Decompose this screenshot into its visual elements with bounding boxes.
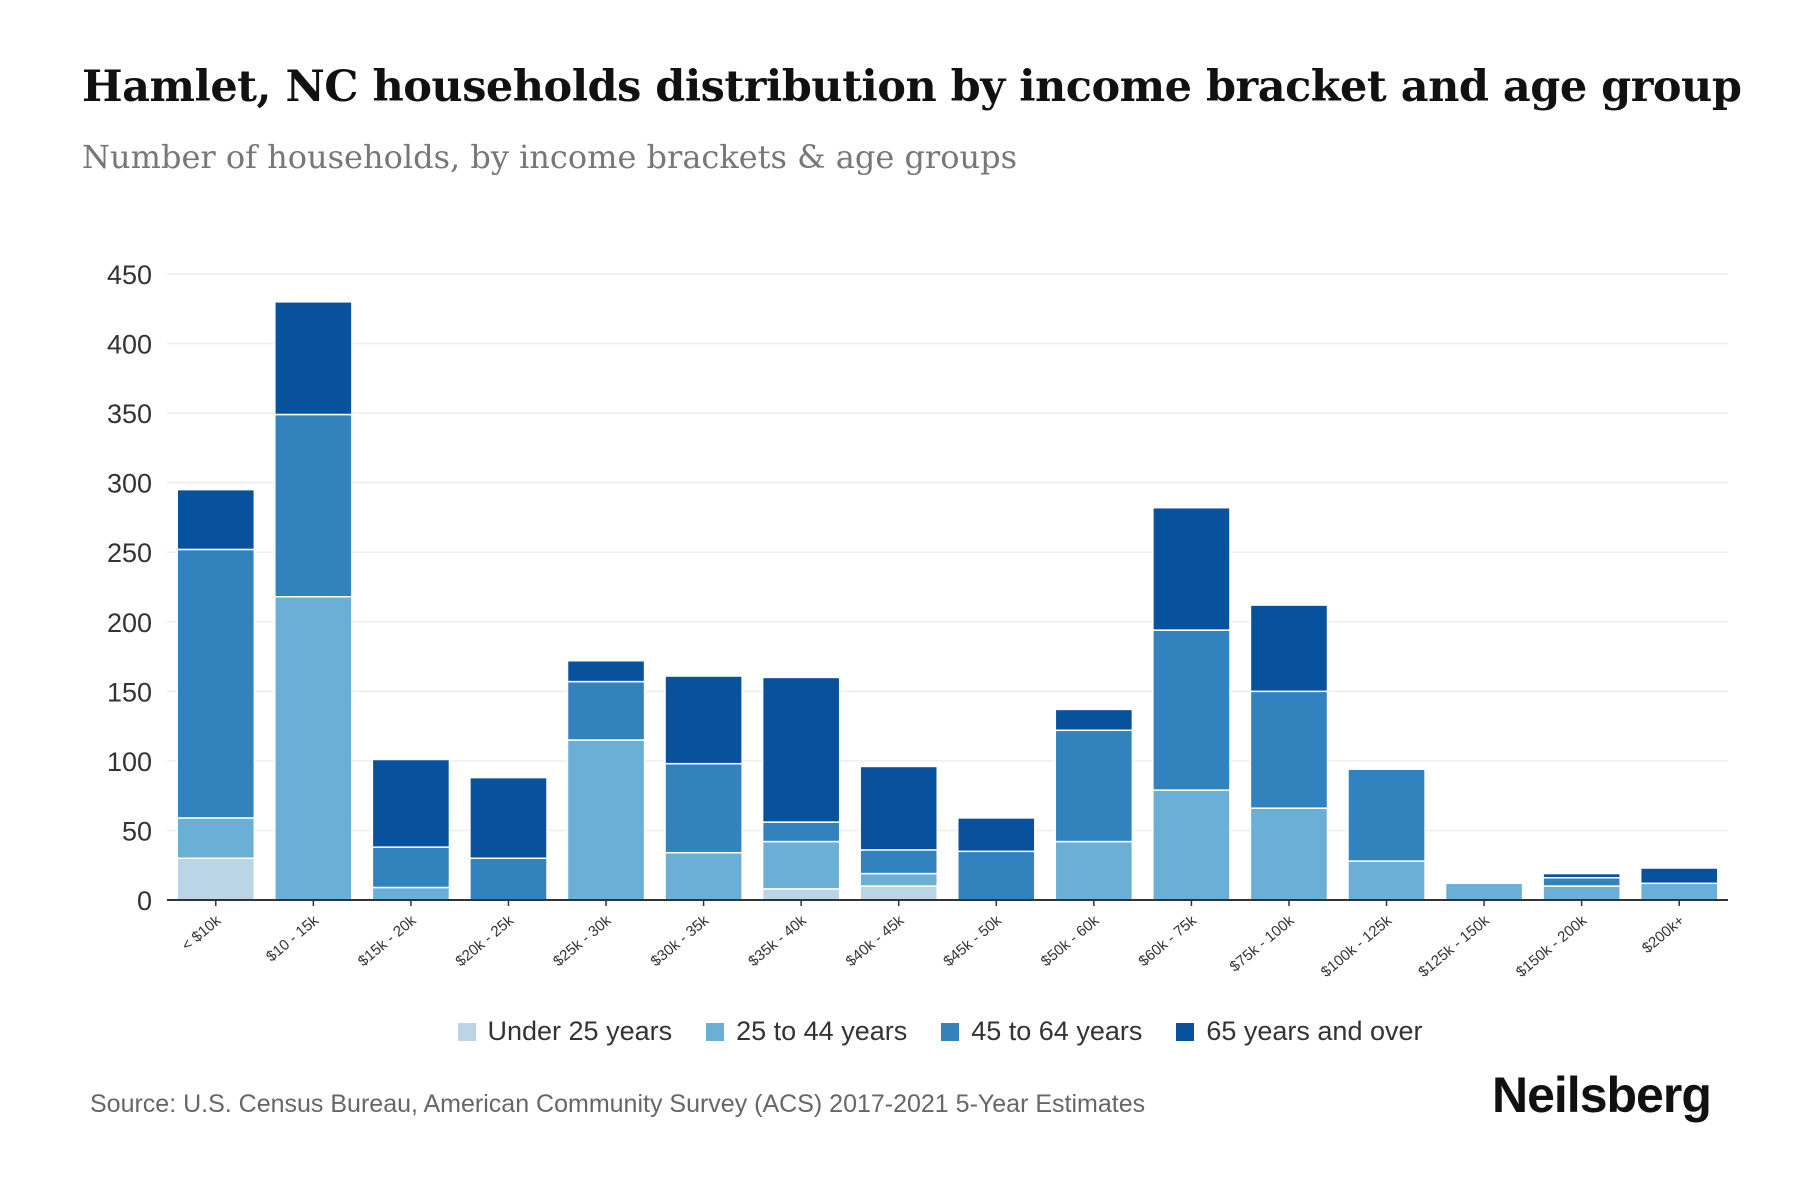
bar-segment-under-25-years xyxy=(761,888,841,901)
bar-segment-25-to-44-years xyxy=(664,851,743,901)
x-tick-label: $50k - 60k xyxy=(1038,912,1103,970)
y-tick-label: 0 xyxy=(137,886,152,916)
bar-segment-25-to-44-years xyxy=(176,817,256,860)
x-tick-label: $200k+ xyxy=(1639,912,1688,957)
x-tick-label: $20k - 25k xyxy=(452,912,517,970)
bar-segment-45-to-64-years xyxy=(761,821,841,843)
bar-segment-25-to-44-years xyxy=(1639,882,1719,901)
legend-item: 45 to 64 years xyxy=(941,1016,1142,1047)
bar-segment-25-to-44-years xyxy=(1347,860,1426,901)
bar-segment-45-to-64-years xyxy=(664,762,743,854)
legend-label: Under 25 years xyxy=(487,1016,673,1046)
bar-segment-65-years-and-over xyxy=(1054,708,1134,732)
y-tick-label: 300 xyxy=(107,469,152,499)
x-tick-label: $25k - 30k xyxy=(550,912,615,970)
legend-item: 25 to 44 years xyxy=(706,1016,907,1047)
x-tick-label: $150k - 200k xyxy=(1513,912,1591,981)
source-note: Source: U.S. Census Bureau, American Com… xyxy=(90,1090,1146,1118)
bar-segment-25-to-44-years xyxy=(1542,885,1621,901)
y-tick-label: 250 xyxy=(107,538,152,568)
legend-item: 65 years and over xyxy=(1176,1016,1423,1047)
bar-segment-65-years-and-over xyxy=(859,765,939,851)
bar-segment-65-years-and-over xyxy=(1542,872,1621,879)
x-tick-label: $125k - 150k xyxy=(1415,912,1493,981)
bar-segment-45-to-64-years xyxy=(274,413,353,598)
legend-label: 25 to 44 years xyxy=(736,1016,908,1046)
y-tick-label: 100 xyxy=(107,747,152,777)
neilsberg-logo: Neilsberg xyxy=(1492,1067,1712,1123)
bar-segment-25-to-44-years xyxy=(1249,807,1329,901)
x-tick-label: $35k - 40k xyxy=(745,912,810,970)
bar-segment-45-to-64-years xyxy=(1152,629,1231,791)
bar-segment-25-to-44-years xyxy=(1152,789,1231,901)
legend: Under 25 years 25 to 44 years 45 to 64 yea… xyxy=(0,1016,1800,1047)
bar-segment-under-25-years xyxy=(859,885,939,901)
y-tick-label: 200 xyxy=(107,608,152,638)
bar-segment-25-to-44-years xyxy=(274,595,353,901)
legend-swatch xyxy=(941,1022,960,1041)
bar-segment-65-years-and-over xyxy=(956,817,1036,853)
bar-segment-45-to-64-years xyxy=(371,846,451,889)
bar-segment-25-to-44-years xyxy=(1444,882,1524,901)
x-tick-label: $30k - 35k xyxy=(648,912,713,970)
legend-label: 45 to 64 years xyxy=(971,1016,1143,1046)
bar-segment-45-to-64-years xyxy=(956,850,1036,901)
bar-segment-under-25-years xyxy=(176,857,256,901)
bar-segment-65-years-and-over xyxy=(1249,604,1329,693)
y-tick-label: 400 xyxy=(107,330,152,360)
legend-swatch xyxy=(706,1022,725,1041)
y-tick-label: 350 xyxy=(107,399,152,429)
bar-segment-65-years-and-over xyxy=(1639,867,1719,885)
y-tick-label: 150 xyxy=(107,677,152,707)
x-tick-label: $75k - 100k xyxy=(1227,912,1298,976)
x-tick-label: $15k - 20k xyxy=(355,912,420,970)
x-tick-label: < $10k xyxy=(179,912,225,955)
x-tick-label: $40k - 45k xyxy=(843,912,908,970)
bar-segment-65-years-and-over xyxy=(469,776,548,860)
bar-segment-65-years-and-over xyxy=(664,675,743,765)
bar-segment-65-years-and-over xyxy=(274,301,353,416)
bar-segment-45-to-64-years xyxy=(566,680,646,741)
x-tick-label: $45k - 50k xyxy=(940,912,1005,970)
bar-segment-25-to-44-years xyxy=(371,886,451,901)
bar-segment-25-to-44-years xyxy=(761,840,841,890)
bar-segment-65-years-and-over xyxy=(371,758,451,848)
bar-segment-45-to-64-years xyxy=(1347,768,1426,862)
x-tick-label: $10 - 15k xyxy=(263,912,322,966)
bar-segment-65-years-and-over xyxy=(761,676,841,823)
y-tick-label: 50 xyxy=(122,816,152,846)
bar-segment-65-years-and-over xyxy=(566,659,646,683)
bar-segment-25-to-44-years xyxy=(859,872,939,887)
legend-label: 65 years and over xyxy=(1206,1016,1423,1046)
chart-title: Hamlet, NC households distribution by in… xyxy=(82,62,1742,112)
bar-segment-65-years-and-over xyxy=(176,488,256,551)
legend-item: Under 25 years xyxy=(457,1016,673,1047)
legend-swatch xyxy=(457,1022,476,1041)
bar-segment-45-to-64-years xyxy=(469,857,548,901)
chart-subtitle: Number of households, by income brackets… xyxy=(82,138,1017,176)
bar-segment-45-to-64-years xyxy=(1542,876,1621,887)
bar-segment-45-to-64-years xyxy=(859,849,939,875)
bar-segment-45-to-64-years xyxy=(176,548,256,819)
x-tick-label: $60k - 75k xyxy=(1135,912,1200,970)
bar-segment-25-to-44-years xyxy=(1054,840,1134,901)
bar-segment-45-to-64-years xyxy=(1054,729,1134,843)
bar-segment-25-to-44-years xyxy=(566,739,646,901)
bar-segment-45-to-64-years xyxy=(1249,690,1329,809)
y-tick-label: 450 xyxy=(107,260,152,290)
bar-segment-65-years-and-over xyxy=(1152,506,1231,631)
legend-swatch xyxy=(1176,1022,1195,1041)
x-tick-label: $100k - 125k xyxy=(1318,912,1396,981)
